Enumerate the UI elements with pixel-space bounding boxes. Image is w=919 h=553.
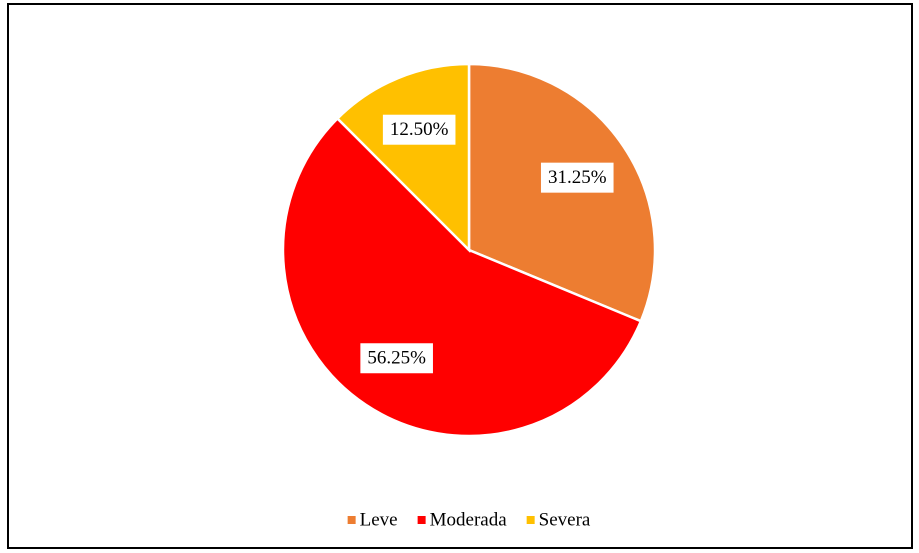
legend-marker: [417, 516, 426, 524]
label-box: [360, 343, 433, 374]
data-label: 31.25%: [548, 167, 607, 188]
label-box: [382, 114, 456, 145]
data-label: 12.50%: [390, 119, 449, 140]
label-box: [540, 162, 614, 193]
legend-label: Moderada: [430, 509, 508, 530]
legend-marker: [526, 516, 535, 524]
legend-label: Leve: [360, 509, 398, 530]
legend-label: Severa: [539, 509, 591, 530]
data-label: 56.25%: [367, 348, 426, 369]
legend-marker: [347, 516, 356, 524]
pie-slice: [335, 62, 471, 254]
